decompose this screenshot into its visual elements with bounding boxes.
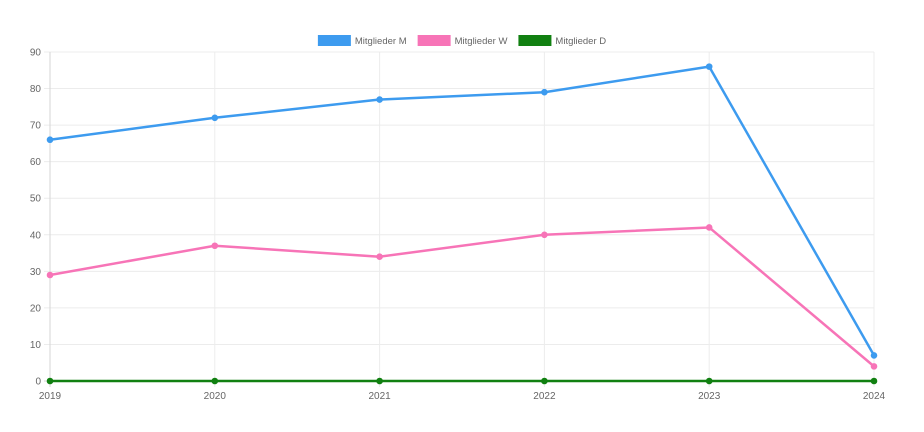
series-line-2 (48, 226, 876, 368)
data-point[interactable] (541, 231, 548, 239)
series-lines (46, 63, 878, 385)
y-tick-label: 60 (30, 157, 42, 168)
legend-item[interactable]: Mitglieder M (317, 35, 407, 47)
data-point[interactable] (376, 253, 383, 261)
x-tick-label: 2019 (39, 391, 62, 402)
x-tick-label: 2023 (698, 391, 721, 402)
legend-item[interactable]: Mitglieder D (518, 35, 606, 47)
data-point[interactable] (211, 377, 219, 385)
data-point[interactable] (376, 377, 383, 385)
data-point[interactable] (46, 136, 54, 144)
legend-label: Mitglieder W (455, 36, 508, 47)
data-point[interactable] (705, 224, 713, 231)
legend-swatch (317, 35, 351, 46)
axes: 0 10 20 30 40 50 60 70 80 90 2019 2020 2021 2022 2023 2… (30, 48, 886, 403)
legend-label: Mitglieder D (555, 36, 606, 47)
legend-swatch (518, 35, 552, 46)
y-tick-label: 90 (30, 48, 42, 59)
x-tick-label: 2024 (863, 391, 886, 402)
y-tick-label: 0 (35, 377, 41, 388)
y-tick-label: 50 (30, 194, 42, 205)
data-point[interactable] (211, 114, 219, 122)
data-point[interactable] (705, 63, 713, 70)
legend-label: Mitglieder M (355, 36, 407, 47)
y-tick-label: 30 (30, 267, 42, 278)
data-point[interactable] (705, 377, 713, 385)
y-tick-label: 80 (30, 84, 42, 95)
data-point[interactable] (46, 271, 54, 279)
y-tick-label: 10 (30, 340, 42, 351)
y-tick-label: 70 (30, 121, 42, 132)
data-point[interactable] (870, 363, 878, 370)
x-tick-label: 2021 (368, 391, 391, 402)
x-tick-label: 2022 (533, 391, 556, 402)
grid (44, 51, 875, 387)
x-tick-label: 2020 (204, 391, 227, 402)
data-point[interactable] (376, 96, 383, 103)
data-point[interactable] (46, 377, 54, 385)
series-line-1 (48, 65, 876, 357)
y-tick-label: 40 (30, 230, 42, 241)
data-point[interactable] (541, 377, 548, 385)
data-point[interactable] (541, 88, 548, 96)
legend: Mitglieder M Mitglieder W Mitglieder D (317, 35, 606, 47)
data-point[interactable] (870, 352, 878, 359)
data-point[interactable] (211, 242, 219, 250)
legend-swatch (417, 35, 451, 46)
data-point[interactable] (870, 377, 878, 385)
legend-item[interactable]: Mitglieder W (417, 35, 508, 47)
y-tick-label: 20 (30, 303, 42, 314)
